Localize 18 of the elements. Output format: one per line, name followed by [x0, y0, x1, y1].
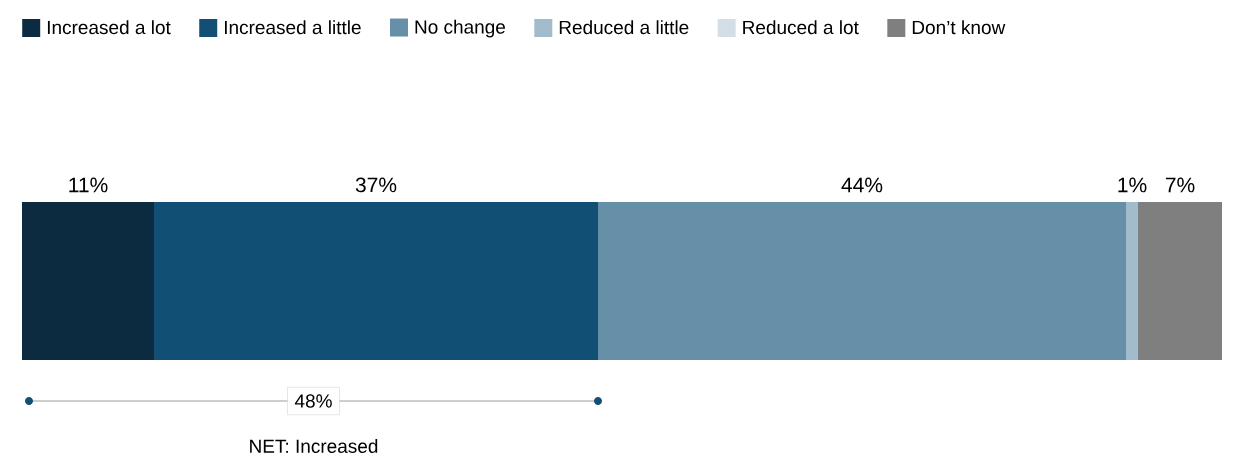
legend-label: Increased a little — [224, 20, 361, 35]
bar — [1138, 202, 1223, 360]
legend-label: Reduced a little — [559, 20, 689, 35]
bar — [22, 202, 154, 360]
legend-label: No change — [415, 19, 506, 38]
data-label: 44% — [841, 177, 883, 193]
bar — [598, 202, 1127, 360]
data-label: 37% — [355, 177, 397, 193]
data-label: 7% — [1165, 177, 1195, 193]
legend-label: Increased a lot — [47, 20, 171, 35]
legend-label: Don’t know — [912, 20, 1006, 35]
data-label: 11% — [69, 177, 108, 193]
text: NET: Increased — [250, 439, 378, 453]
data-label: 1% — [1118, 177, 1147, 193]
legend-label: Reduced a lot — [743, 20, 859, 35]
bar — [1126, 202, 1139, 360]
bar — [154, 202, 599, 360]
text: 48% — [294, 394, 332, 408]
